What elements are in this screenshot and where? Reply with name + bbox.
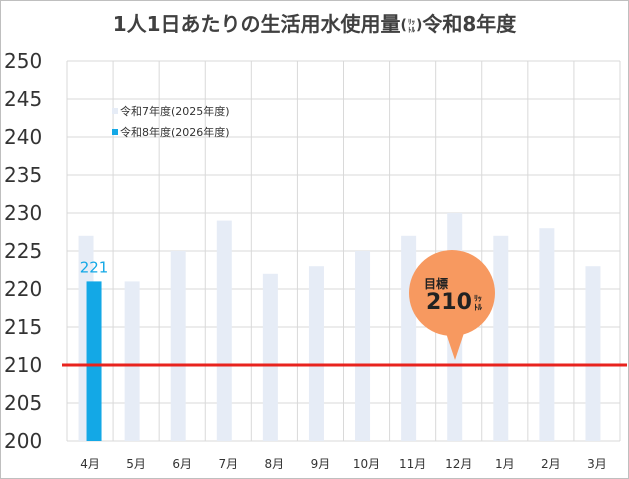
x-tick-label-0: 4月 bbox=[80, 457, 100, 471]
title-unit-bottom: ﾄﾙ bbox=[407, 25, 415, 34]
bar-s0-3 bbox=[216, 220, 232, 441]
target-callout-pointer bbox=[445, 330, 465, 360]
bar-s0-1 bbox=[124, 281, 140, 441]
bar-s0-2 bbox=[170, 251, 186, 441]
title-paren-close: ) bbox=[415, 17, 423, 34]
target-unit-bottom: ﾄﾙ bbox=[473, 302, 482, 312]
x-tick-label-8: 12月 bbox=[445, 457, 472, 471]
chart-title-text: 1人1日あたりの生活用水使用量 bbox=[112, 12, 401, 36]
bar-s0-7 bbox=[401, 235, 417, 441]
x-tick-label-3: 7月 bbox=[218, 457, 238, 471]
x-tick-label-10: 2月 bbox=[541, 457, 561, 471]
y-tick-label-225: 225 bbox=[4, 239, 42, 263]
bar-s0-11 bbox=[585, 266, 601, 441]
target-value-text: 210 bbox=[426, 290, 472, 315]
x-tick-label-9: 1月 bbox=[495, 457, 515, 471]
x-tick-label-2: 6月 bbox=[172, 457, 192, 471]
target-callout-bubble bbox=[409, 250, 495, 336]
bar-s0-10 bbox=[539, 228, 555, 441]
y-tick-label-230: 230 bbox=[4, 201, 42, 225]
x-tick-label-5: 9月 bbox=[311, 457, 331, 471]
chart-title: 1人1日あたりの生活用水使用量(ﾘｯ ﾄﾙ)令和8年度 bbox=[0, 8, 629, 37]
legend-item-2025: 令和7年度(2025年度) bbox=[112, 103, 230, 119]
y-tick-label-245: 245 bbox=[4, 87, 42, 111]
title-paren-open: ( bbox=[400, 17, 407, 34]
legend-swatch-2026 bbox=[112, 129, 118, 135]
y-tick-label-240: 240 bbox=[4, 125, 42, 149]
target-unit: ﾘｯ ﾄﾙ bbox=[474, 294, 482, 312]
title-unit: ﾘｯ ﾄﾙ bbox=[408, 18, 415, 34]
x-tick-label-1: 5月 bbox=[126, 457, 146, 471]
bar-s0-4 bbox=[262, 273, 278, 441]
y-tick-label-220: 220 bbox=[4, 277, 42, 301]
bar-s0-9 bbox=[493, 235, 509, 441]
x-tick-label-7: 11月 bbox=[399, 457, 426, 471]
legend-label-2025: 令和7年度(2025年度) bbox=[120, 105, 230, 118]
data-label-0: 221 bbox=[80, 258, 109, 276]
x-tick-label-11: 3月 bbox=[587, 457, 607, 471]
x-tick-label-4: 8月 bbox=[265, 457, 285, 471]
target-callout-label: 目標 bbox=[424, 277, 449, 291]
legend-label-2026: 令和8年度(2026年度) bbox=[120, 126, 230, 139]
y-tick-label-210: 210 bbox=[4, 353, 42, 377]
bar-s0-5 bbox=[308, 266, 324, 441]
legend-swatch-2025 bbox=[112, 108, 118, 114]
y-tick-label-250: 250 bbox=[4, 49, 42, 73]
y-tick-label-215: 215 bbox=[4, 315, 42, 339]
title-unit-top: ﾘｯ bbox=[407, 17, 415, 26]
bar-s0-6 bbox=[355, 251, 371, 441]
y-tick-label-235: 235 bbox=[4, 163, 42, 187]
target-callout-value: 210 ﾘｯ ﾄﾙ bbox=[426, 290, 482, 315]
bar-s1-0 bbox=[86, 281, 102, 441]
x-tick-label-6: 10月 bbox=[353, 457, 380, 471]
legend-item-2026: 令和8年度(2026年度) bbox=[112, 124, 230, 140]
target-unit-top: ﾘｯ bbox=[473, 293, 482, 303]
chart-title-suffix: 令和8年度 bbox=[422, 12, 517, 36]
y-tick-label-205: 205 bbox=[4, 391, 42, 415]
y-tick-label-200: 200 bbox=[4, 429, 42, 453]
